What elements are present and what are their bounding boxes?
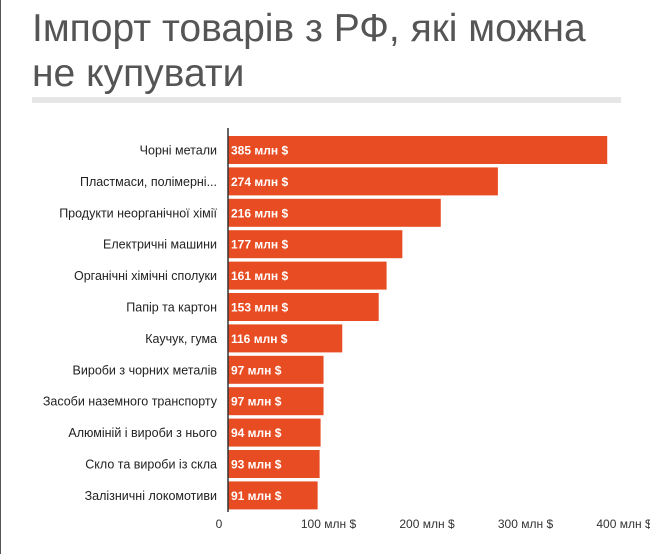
- data-label: 97 млн $: [231, 395, 282, 409]
- category-label: Скло та вироби із скла: [85, 458, 217, 472]
- data-label: 93 млн $: [231, 458, 282, 472]
- category-label: Вироби з чорних металів: [73, 363, 218, 377]
- bar: [228, 481, 318, 510]
- data-label: 116 млн $: [231, 332, 288, 346]
- category-label: Папір та картон: [126, 301, 217, 315]
- x-tick-label: 400 млн $: [596, 517, 650, 531]
- category-label: Каучук, гума: [145, 332, 217, 346]
- x-tick-label: 100 млн $: [301, 517, 357, 531]
- bar: [228, 261, 387, 290]
- category-label: Пластмаси, полімерні...: [80, 175, 217, 189]
- bar: [228, 230, 403, 259]
- data-label: 274 млн $: [231, 175, 288, 189]
- data-label: 216 млн $: [231, 206, 288, 220]
- data-label: 385 млн $: [231, 144, 288, 158]
- category-label: Електричні машини: [103, 238, 217, 252]
- data-label: 177 млн $: [231, 238, 288, 252]
- x-tick-label: 200 млн $: [399, 517, 455, 531]
- bar: [228, 387, 324, 416]
- bar: [228, 293, 379, 321]
- category-label: Алюміній і вироби з нього: [68, 426, 217, 440]
- x-tick-label: 300 млн $: [498, 517, 554, 531]
- category-label: Чорні метали: [140, 144, 217, 158]
- chart-title: Імпорт товарів з РФ, які можна не купува…: [32, 7, 586, 95]
- title-divider: [32, 97, 621, 103]
- bar: [228, 167, 498, 196]
- data-label: 161 млн $: [231, 269, 288, 283]
- bar: [228, 324, 343, 353]
- x-tick-label: 0: [216, 517, 223, 531]
- data-label: 153 млн $: [231, 301, 288, 315]
- bar: [228, 418, 321, 447]
- data-label: 94 млн $: [231, 426, 282, 440]
- bar: [228, 355, 324, 384]
- data-label: 91 млн $: [231, 489, 282, 503]
- category-label: Продукти неорганічної хімії: [59, 206, 217, 220]
- bar: [228, 136, 608, 164]
- category-label: Засоби наземного транспорту: [43, 395, 218, 409]
- bar: [228, 450, 320, 478]
- category-label: Залізничні локомотиви: [85, 489, 217, 503]
- data-label: 97 млн $: [231, 363, 282, 377]
- category-label: Органічні хімічні сполуки: [74, 269, 217, 283]
- bar: [228, 198, 441, 227]
